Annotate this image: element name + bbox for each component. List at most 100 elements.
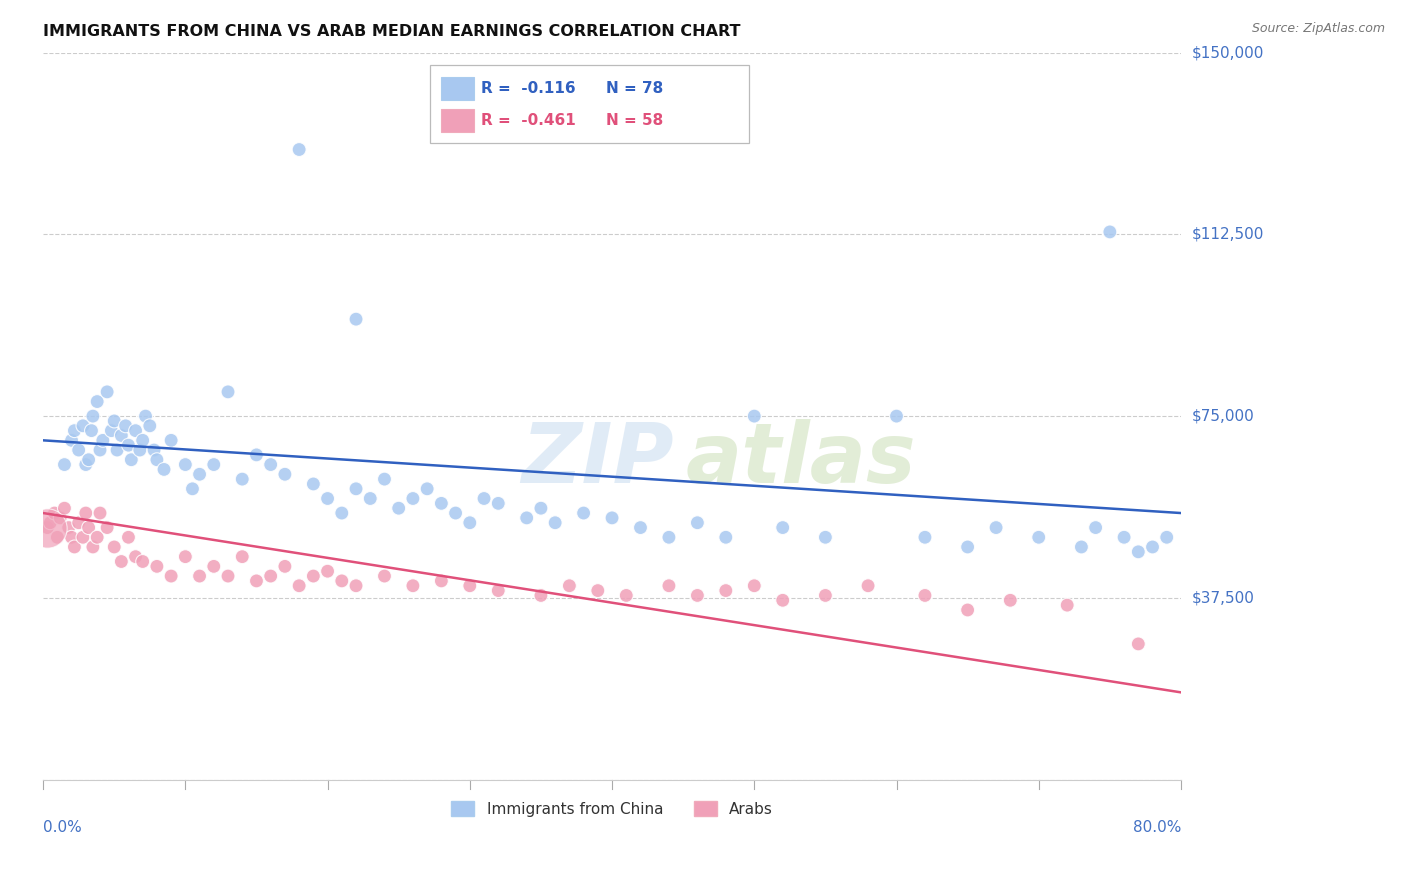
Text: N = 58: N = 58: [606, 112, 664, 128]
Point: [274, 559, 297, 574]
Point: [330, 506, 353, 520]
Point: [63, 540, 86, 554]
Point: [1128, 545, 1150, 559]
Point: [174, 458, 197, 472]
Point: [274, 467, 297, 482]
Point: [430, 496, 453, 510]
Point: [77, 452, 100, 467]
Point: [103, 540, 125, 554]
Point: [458, 516, 481, 530]
Point: [146, 559, 169, 574]
Point: [402, 491, 425, 506]
Point: [288, 143, 311, 157]
Point: [135, 409, 157, 423]
Point: [630, 520, 652, 534]
Point: [60, 434, 83, 448]
Point: [181, 482, 204, 496]
Point: [772, 593, 794, 607]
Point: [344, 312, 367, 326]
Text: 0.0%: 0.0%: [44, 820, 82, 835]
Point: [231, 549, 253, 564]
Point: [1000, 593, 1022, 607]
Point: [402, 579, 425, 593]
Point: [458, 579, 481, 593]
Point: [160, 434, 183, 448]
Point: [373, 472, 395, 486]
Point: [1028, 530, 1050, 544]
Point: [89, 443, 111, 458]
Point: [388, 501, 411, 516]
Point: [416, 482, 439, 496]
Point: [558, 579, 581, 593]
Point: [260, 569, 283, 583]
Point: [105, 443, 128, 458]
Point: [37, 520, 59, 534]
Point: [120, 452, 142, 467]
FancyBboxPatch shape: [441, 77, 474, 100]
Point: [486, 496, 509, 510]
Point: [956, 603, 979, 617]
Point: [742, 409, 765, 423]
Point: [814, 589, 837, 603]
Legend: Immigrants from China, Arabs: Immigrants from China, Arabs: [446, 795, 779, 823]
Point: [188, 569, 211, 583]
Point: [586, 583, 609, 598]
Point: [103, 414, 125, 428]
Point: [89, 506, 111, 520]
Point: [46, 530, 69, 544]
Point: [160, 569, 183, 583]
Point: [86, 394, 108, 409]
Text: R =  -0.116: R = -0.116: [481, 80, 576, 95]
FancyBboxPatch shape: [430, 65, 748, 144]
Point: [217, 569, 239, 583]
Point: [114, 418, 136, 433]
Point: [686, 589, 709, 603]
Point: [202, 458, 225, 472]
Point: [117, 530, 139, 544]
Text: IMMIGRANTS FROM CHINA VS ARAB MEDIAN EARNINGS CORRELATION CHART: IMMIGRANTS FROM CHINA VS ARAB MEDIAN EAR…: [44, 24, 741, 39]
Point: [530, 501, 553, 516]
Point: [1142, 540, 1164, 554]
Point: [742, 579, 765, 593]
Point: [53, 501, 76, 516]
Text: $37,500: $37,500: [1192, 591, 1256, 606]
FancyBboxPatch shape: [441, 109, 474, 132]
Point: [67, 516, 90, 530]
Point: [288, 579, 311, 593]
Point: [914, 530, 936, 544]
Point: [131, 434, 153, 448]
Point: [75, 458, 97, 472]
Point: [1084, 520, 1107, 534]
Point: [359, 491, 381, 506]
Point: [124, 549, 146, 564]
Point: [77, 520, 100, 534]
Text: N = 78: N = 78: [606, 80, 664, 95]
Point: [100, 424, 122, 438]
Point: [472, 491, 495, 506]
Point: [614, 589, 637, 603]
Point: [143, 443, 166, 458]
Point: [1098, 225, 1121, 239]
Point: [217, 384, 239, 399]
Point: [856, 579, 879, 593]
Point: [1156, 530, 1178, 544]
Point: [82, 409, 104, 423]
Point: [75, 506, 97, 520]
Point: [245, 574, 267, 588]
Point: [96, 520, 118, 534]
Point: [153, 462, 176, 476]
Text: R =  -0.461: R = -0.461: [481, 112, 576, 128]
Point: [202, 559, 225, 574]
Text: $112,500: $112,500: [1192, 227, 1264, 242]
Point: [1070, 540, 1092, 554]
Point: [60, 530, 83, 544]
Point: [772, 520, 794, 534]
Point: [86, 530, 108, 544]
Point: [373, 569, 395, 583]
Point: [67, 443, 90, 458]
Point: [82, 540, 104, 554]
Point: [131, 554, 153, 568]
Text: $75,000: $75,000: [1192, 409, 1254, 424]
Point: [316, 491, 339, 506]
Point: [39, 516, 62, 530]
